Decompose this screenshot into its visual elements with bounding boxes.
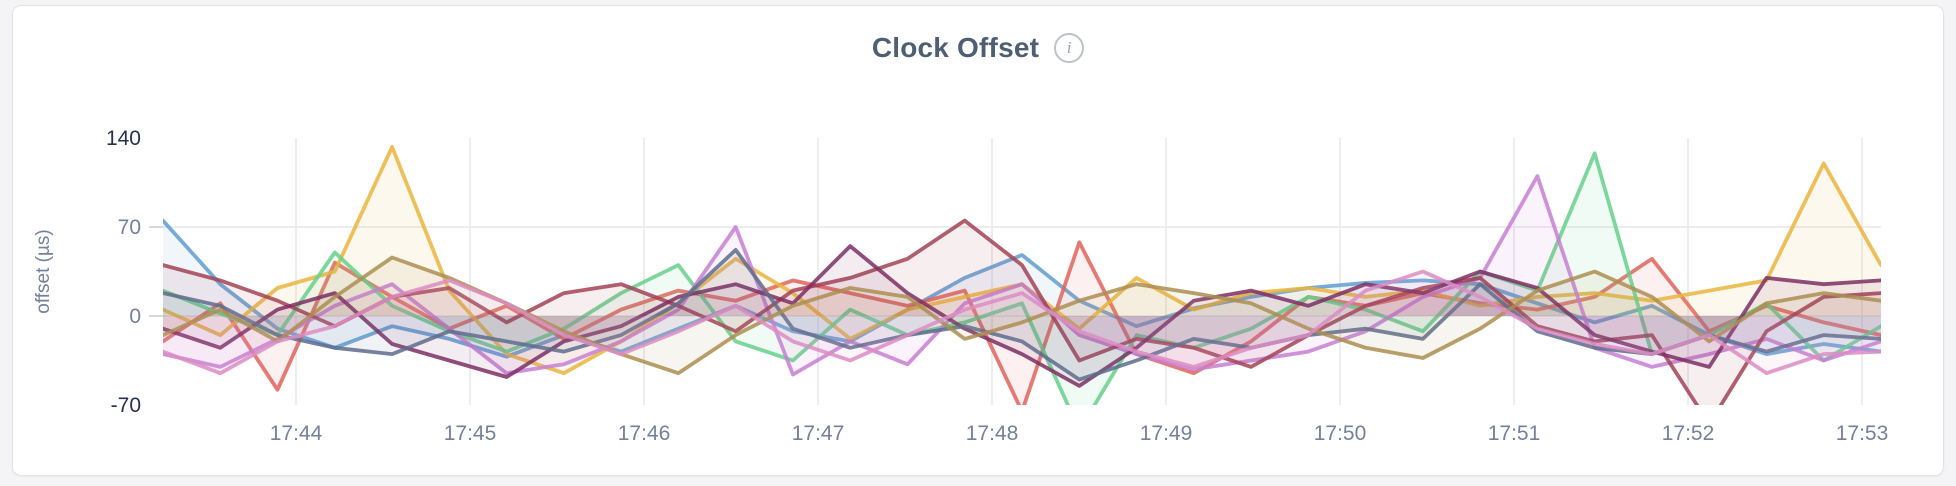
x-tick-label: 17:44 xyxy=(270,422,323,445)
x-tick-label: 17:51 xyxy=(1488,422,1541,445)
series-line-series-9 xyxy=(163,255,1881,376)
chart-title: Clock Offset xyxy=(871,32,1040,63)
series-area-series-3 xyxy=(163,146,1881,374)
y-tick-label: 140 xyxy=(106,127,141,150)
x-tick-label: 17:48 xyxy=(966,422,1019,445)
y-axis-title: offset (µs) xyxy=(33,229,54,314)
x-tick-label: 17:53 xyxy=(1836,422,1889,445)
x-tick-label: 17:49 xyxy=(1140,422,1193,445)
x-tick-label: 17:52 xyxy=(1662,422,1715,445)
series-line-series-6 xyxy=(163,218,1881,405)
info-icon[interactable]: i xyxy=(1054,33,1085,63)
chart-card: Clock Offset i 17:44 17:45 17:46 17:47 17:48… xyxy=(12,5,1944,476)
series-area-series-9 xyxy=(163,257,1881,374)
y-tick-label: 70 xyxy=(118,216,141,239)
x-tick-label: 17:46 xyxy=(618,422,671,445)
y-tick-label: 0 xyxy=(129,305,141,328)
series-area-series-7 xyxy=(163,246,1881,386)
chart-header: Clock Offset i xyxy=(13,32,1943,64)
x-tick-label: 17:50 xyxy=(1314,422,1367,445)
series-line-series-10 xyxy=(163,269,1881,376)
x-tick-label: 17:47 xyxy=(792,422,845,445)
series-line-series-7 xyxy=(163,244,1881,388)
clock-offset-chart: 17:44 17:45 17:46 17:47 17:48 17:49 17:50 17:51… xyxy=(33,127,1889,445)
series-area-series-6 xyxy=(163,220,1881,405)
series-area-series-5 xyxy=(163,176,1881,375)
series-line-series-8 xyxy=(163,248,1881,382)
y-tick-label: -70 xyxy=(111,394,141,417)
series-area-series-10 xyxy=(163,271,1881,374)
series-line-series-1 xyxy=(163,218,1881,359)
x-tick-label: 17:45 xyxy=(444,422,497,445)
